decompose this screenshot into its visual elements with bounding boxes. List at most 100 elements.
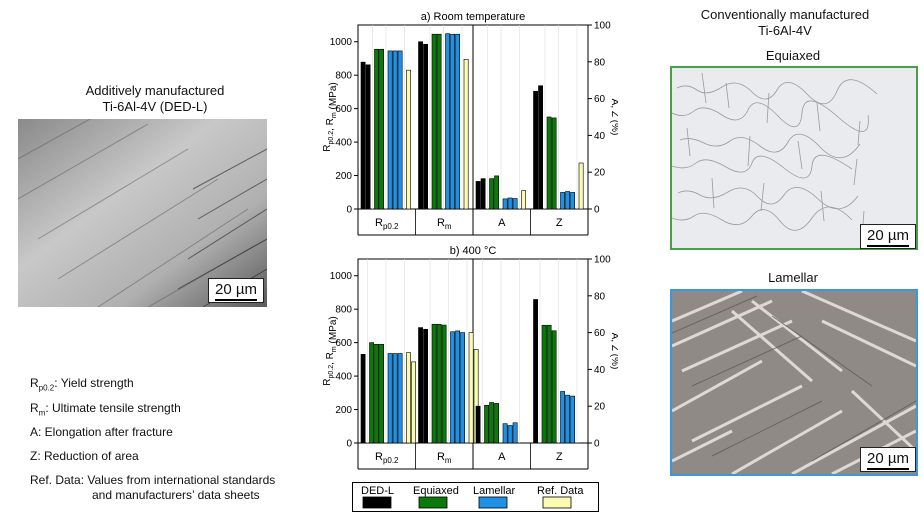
equiaxed-micrograph-image xyxy=(672,72,878,238)
chartb-bar-equiaxed-rp02 xyxy=(369,342,374,444)
chartb-ylabel-left-sub: m xyxy=(331,346,338,352)
charta-bar-ded-l-rm xyxy=(418,41,423,210)
charta-ylabel-left-sub: m xyxy=(331,112,338,118)
charta-bar-lamellar-z xyxy=(565,191,570,210)
cm-title-line1: Conventionally manufactured xyxy=(700,7,870,22)
charta-ylabel-left-part: , R xyxy=(325,118,336,131)
charta-ylabel-left: Rp0.2, Rm (MPa) xyxy=(322,82,339,151)
abbrev-a: A: Elongation after fracture xyxy=(30,425,173,439)
legend-label-lamellar: Lamellar xyxy=(473,485,516,497)
chartb-bar-lamellar-z xyxy=(560,391,565,444)
chartb-bar-ded-l-z xyxy=(533,299,538,444)
charta-bar-ref-data-a xyxy=(521,190,526,210)
charta-left-tick-label: 800 xyxy=(335,71,352,82)
am-scale-label: 20 µm xyxy=(215,281,257,298)
chartb-bar-equiaxed-a xyxy=(494,403,499,444)
chartb-left-tick-label: 600 xyxy=(335,338,352,349)
abbrev-rp-sub: p0.2 xyxy=(38,383,55,393)
chartb-bar-ref-data-rp02 xyxy=(406,352,411,444)
chartb-bar-equiaxed-rp02 xyxy=(374,344,379,444)
charta-left-tick-label: 1000 xyxy=(330,37,353,48)
legend-label-ded-l: DED-L xyxy=(361,485,394,497)
charta-ylabel-right: A, Z (%) xyxy=(609,99,618,136)
chart-legend-svg: DED-L Equiaxed Lamellar Ref. Data xyxy=(361,485,584,509)
chartb-bar-ded-l-rp02 xyxy=(360,354,366,444)
equiaxed-micrograph xyxy=(670,66,918,250)
charta-right-tick-label: 0 xyxy=(594,205,600,216)
charta-bar-ded-l-rm xyxy=(423,43,428,210)
chartb-category-label-main: R xyxy=(375,451,383,463)
chartb-bar-lamellar-rp02 xyxy=(397,353,403,444)
chartb-bar-lamellar-a xyxy=(512,422,518,444)
legend-swatch-lamellar xyxy=(478,496,508,509)
chartb-bar-lamellar-z xyxy=(565,394,570,444)
charta-bar-lamellar-rm xyxy=(445,33,450,210)
abbrev-rp-main: R xyxy=(30,376,39,390)
legend-label-ref-data: Ref. Data xyxy=(537,485,584,497)
equiaxed-label: Equiaxed xyxy=(765,48,821,63)
charta-right-tick-label: 80 xyxy=(594,57,606,68)
chartb-left-tick-label: 1000 xyxy=(330,271,353,282)
equiaxed-scale-bar: 20 µm xyxy=(860,224,916,249)
charta-category-label: Z xyxy=(556,217,563,229)
charta-ylabel-left-part: (MPa) xyxy=(328,82,339,112)
charta-bar-ded-l-a xyxy=(480,178,486,210)
charta-category-label-main: R xyxy=(375,217,383,229)
chartb-right-tick-label: 100 xyxy=(594,255,611,266)
lamellar-micrograph xyxy=(670,289,918,476)
charta-bar-equiaxed-rm xyxy=(436,33,442,210)
chartb-left-tick-label: 0 xyxy=(346,439,352,450)
charta-category-label: Rp0.2 xyxy=(375,217,399,231)
chartb-ylabel-left-sub: p0.2 xyxy=(328,365,335,379)
chartb-bar-lamellar-rm xyxy=(450,331,455,444)
charta-bar-ref-data-rm xyxy=(463,58,469,210)
charta-bar-lamellar-rm xyxy=(450,33,455,210)
charta-left-tick-label: 0 xyxy=(346,205,352,216)
chartb-bar-lamellar-rp02 xyxy=(387,353,393,444)
charta-bar-ref-data-rp02 xyxy=(406,69,411,210)
chartb-ylabel-right: A, Z (%) xyxy=(609,333,618,370)
charta-category-label-sub: p0.2 xyxy=(383,222,399,231)
chart-room-temperature: a) Room temperature 0 200 400 600 800 1000 0 20 4… xyxy=(322,11,618,236)
chart-400c: b) 400 °C 0 200 400 600 800 1000 0 20 40 60 80 100 Rp… xyxy=(322,245,618,470)
am-title: Additively manufactured Ti-6Al-4V (DED-L… xyxy=(40,83,270,115)
lamellar-label: Lamellar xyxy=(768,270,818,285)
charta-right-tick-label: 20 xyxy=(594,168,606,179)
chartb-ylabel-left: Rp0.2, Rm (MPa) xyxy=(322,316,339,385)
charta-bar-lamellar-z xyxy=(560,192,565,210)
chartb-ylabel-left-part: R xyxy=(322,379,333,386)
legend-swatch-ref-data xyxy=(542,496,572,509)
abbrev-z: Z: Reduction of area xyxy=(30,449,139,463)
chartb-right-tick-label: 20 xyxy=(594,402,606,413)
charta-bar-lamellar-a xyxy=(512,198,518,210)
equiaxed-scale-line xyxy=(867,245,909,247)
chartb-right-tick-label: 60 xyxy=(594,328,606,339)
chartb-bar-equiaxed-rm xyxy=(431,323,437,444)
chartb-bar-equiaxed-rp02 xyxy=(379,344,384,444)
chartb-left-tick-label: 400 xyxy=(335,372,352,383)
chartb-bar-equiaxed-z xyxy=(551,330,557,444)
chartb-bar-lamellar-rm xyxy=(455,330,460,444)
chartb-right-tick-label: 40 xyxy=(594,365,606,376)
cm-title-line2: Ti-6Al-4V xyxy=(758,23,812,38)
legend-swatch-equiaxed xyxy=(418,496,448,509)
chartb-left-tick-label: 200 xyxy=(335,405,352,416)
chartb-bar-equiaxed-z xyxy=(541,324,547,444)
charta-bar-equiaxed-a xyxy=(489,178,494,210)
charta-right-tick-label: 60 xyxy=(594,94,606,105)
chartb-bar-ref-data-rm xyxy=(468,332,474,444)
charta-bar-ded-l-a xyxy=(475,181,481,210)
chartb-bar-lamellar-z xyxy=(570,395,575,444)
am-micrograph xyxy=(18,119,267,307)
charta-bar-equiaxed-rp02 xyxy=(379,48,384,210)
abbrev-rp: Rp0.2: Yield strength xyxy=(30,375,134,396)
charta-category-label-main: R xyxy=(437,217,445,229)
charta-ylabel-left-part: R xyxy=(322,145,333,152)
am-title-line1: Additively manufactured xyxy=(85,83,225,98)
charta-bar-equiaxed-z xyxy=(551,117,557,210)
legend-label-equiaxed: Equiaxed xyxy=(413,485,459,497)
chartb-category-label: A xyxy=(498,451,506,463)
charta-category-label: Rm xyxy=(437,217,452,231)
chart-legend: DED-L Equiaxed Lamellar Ref. Data xyxy=(352,482,599,512)
chartb-category-label: Rp0.2 xyxy=(375,451,399,465)
